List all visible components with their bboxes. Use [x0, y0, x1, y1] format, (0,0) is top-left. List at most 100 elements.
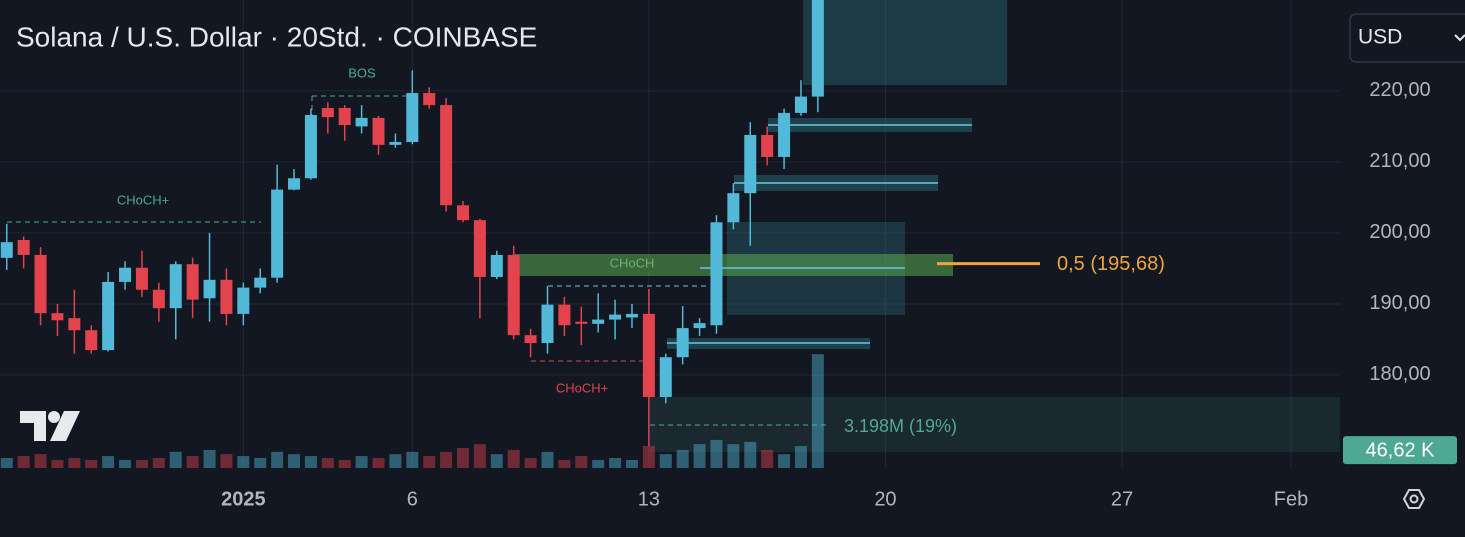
volume-bar: [811, 354, 824, 468]
candle-body: [676, 328, 689, 358]
candle-body: [744, 134, 757, 194]
volume-tag-label: 46,62 K: [1366, 439, 1436, 461]
volume-bar: [778, 454, 791, 468]
x-tick-label: 20: [874, 488, 896, 510]
zone: [803, 0, 1007, 85]
volume-bar: [524, 458, 537, 468]
volume-bar: [186, 456, 199, 468]
candle-body: [203, 279, 216, 299]
volume-bar: [507, 449, 520, 468]
candle-body: [152, 289, 165, 309]
candle-body: [541, 304, 554, 344]
candle-body: [592, 319, 605, 324]
candle-body: [68, 318, 81, 331]
candle-body: [558, 304, 571, 326]
candle-body: [490, 254, 503, 277]
candle-body: [457, 205, 470, 221]
volume-bar: [727, 444, 740, 468]
candle-body: [811, 0, 824, 97]
x-tick-label: 13: [638, 488, 660, 510]
candle-body: [372, 117, 385, 145]
y-tick-label: 200,00: [1369, 221, 1430, 243]
currency-select[interactable]: [1349, 13, 1465, 63]
candle-body: [271, 189, 284, 278]
volume-bar: [152, 458, 165, 468]
y-tick-label: 180,00: [1369, 363, 1430, 385]
candle-body: [254, 277, 267, 288]
candle-body: [169, 264, 182, 309]
candle-body: [507, 254, 520, 336]
volume-bar: [473, 444, 486, 468]
candle-body: [659, 357, 672, 397]
x-tick-label: 27: [1111, 488, 1133, 510]
x-tick-label: Feb: [1274, 488, 1308, 510]
volume-bar: [237, 456, 250, 468]
candle-body: [34, 254, 47, 314]
candle-body: [17, 240, 30, 255]
annotation: CHoCH: [610, 255, 655, 270]
volume-bar: [51, 459, 64, 468]
volume-bar: [794, 446, 807, 468]
volume-bar: [338, 459, 351, 468]
x-tick-label: 2025: [221, 488, 266, 510]
candle-body: [338, 107, 351, 125]
candle-body: [575, 321, 588, 324]
volume-bar: [676, 449, 689, 468]
candle-body: [102, 281, 115, 351]
candle-body: [220, 279, 233, 314]
volume-bar: [203, 449, 216, 468]
annotation: CHoCH+: [117, 192, 169, 207]
candle-body: [609, 314, 622, 320]
drawings: [0, 0, 1340, 468]
y-tick-label: 190,00: [1369, 292, 1430, 314]
dropdown-icon: [1454, 34, 1465, 42]
settings-icon[interactable]: [1402, 489, 1426, 509]
volume-bar: [119, 459, 132, 468]
volume-bar: [254, 458, 267, 468]
volume-bar: [642, 446, 655, 468]
volume-bar: [625, 459, 638, 468]
volume-bar: [558, 459, 571, 468]
candle-body: [423, 93, 436, 106]
volume-bar: [541, 451, 554, 468]
candle-body: [794, 96, 807, 113]
y-tick-label: 220,00: [1369, 79, 1430, 101]
candle-body: [355, 117, 368, 127]
candle-body: [761, 134, 774, 157]
candle-body: [186, 264, 199, 300]
candle-body: [710, 222, 723, 326]
candle-body: [321, 107, 334, 118]
fib-band: [514, 254, 953, 276]
x-tick-label: 6: [407, 488, 418, 510]
candle-body: [693, 323, 706, 329]
volume: [0, 354, 824, 468]
annotation: 3.198M (19%): [844, 416, 957, 436]
volume-bar: [423, 456, 436, 468]
volume-bar: [321, 458, 334, 468]
volume-bar: [0, 458, 13, 468]
volume-bar: [169, 451, 182, 468]
candle-body: [135, 267, 148, 290]
candle-body: [85, 330, 98, 351]
candle-body: [440, 105, 453, 206]
volume-bar: [135, 459, 148, 468]
volume-bar: [85, 459, 98, 468]
volume-bar: [304, 456, 317, 468]
volume-bar: [102, 456, 115, 468]
volume-bar: [609, 458, 622, 468]
candle-body: [642, 313, 655, 397]
candle-body: [51, 313, 64, 321]
annotation: CHoCH+: [556, 380, 608, 395]
volume-bar: [271, 451, 284, 468]
volume-bar: [372, 458, 385, 468]
volume-bar: [457, 448, 470, 468]
volume-bar: [761, 449, 774, 468]
candle-body: [473, 220, 486, 277]
candle-body: [288, 178, 301, 190]
logo: [20, 411, 80, 441]
currency[interactable]: USD: [1358, 26, 1402, 49]
volume-bar: [592, 459, 605, 468]
volume-profile: [650, 397, 1340, 452]
